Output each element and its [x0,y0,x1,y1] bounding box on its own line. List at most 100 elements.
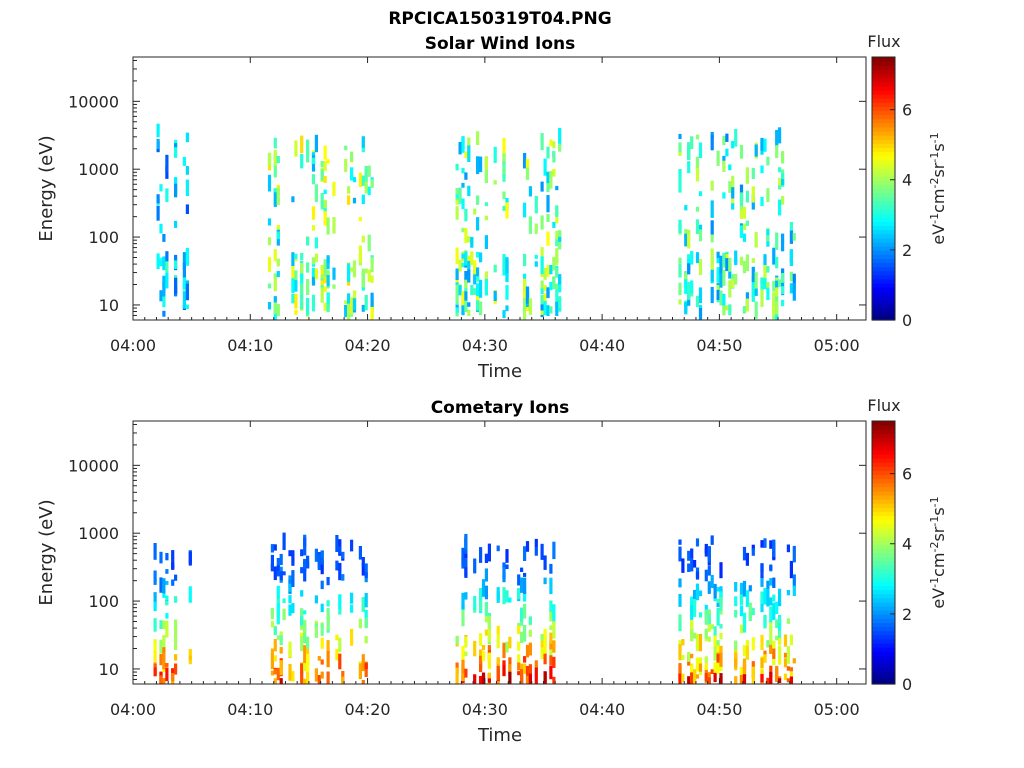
data-cell [291,278,295,294]
data-cell [326,640,330,654]
colorbar-step [872,114,895,120]
colorbar-step [872,544,895,549]
colorbar-tick-label: 0 [902,675,912,694]
data-cell [484,235,488,249]
data-cell [311,174,316,185]
data-cell [505,202,509,219]
data-cell [338,562,342,581]
data-cell [461,262,465,268]
data-cell [300,632,304,639]
data-cell [165,580,169,585]
y-tick-label: 10000 [68,92,119,111]
data-cell [467,302,471,307]
data-cell [364,663,368,670]
colorbar-step [872,556,895,562]
colorbar-step [872,441,895,447]
data-cell [352,177,357,183]
data-cell [766,156,770,166]
data-cell [335,535,339,552]
data-cell [552,221,556,228]
data-cell [543,642,547,654]
data-cell [695,206,700,212]
data-cell [332,267,336,280]
data-cell [317,675,321,684]
data-cell [153,639,157,645]
data-cell [311,157,316,165]
data-cell [171,579,175,586]
data-cell [751,548,755,556]
data-cell [528,186,532,197]
colorbar-step [872,221,895,227]
colorbar-tick-label: 4 [902,171,912,190]
data-cell [162,620,166,630]
data-cell [528,616,532,625]
colorbar-step [872,303,895,309]
data-cell [267,152,272,167]
data-cell [695,583,700,601]
data-cell [549,655,553,666]
data-cell [455,247,459,265]
colorbar-step [872,523,895,529]
data-cell [344,305,348,318]
data-cell [479,676,483,684]
data-cell [742,612,747,626]
data-cell [361,136,365,148]
data-cell [543,651,547,665]
data-cell [306,653,310,672]
data-cell [320,193,324,210]
data-cell [792,658,796,664]
data-cell [165,613,169,619]
data-cell [520,607,524,622]
data-cell [467,260,471,268]
data-cell [276,565,280,576]
colorbar-step [872,287,895,292]
data-cell [725,305,729,311]
data-cell [367,186,371,196]
data-cell [496,545,500,552]
data-cell [684,303,688,312]
data-cell [763,614,767,629]
colorbar-step [872,445,895,451]
data-cell [698,633,703,652]
data-cell [766,677,770,684]
data-cell [358,172,362,187]
data-cell [159,260,163,267]
data-cell [763,138,767,152]
data-cell [153,650,157,662]
data-cell [476,156,480,175]
colorbar-step [872,180,895,185]
data-cell [317,555,321,570]
data-cell [731,175,735,192]
figure-title: RPCICA150319T04.PNG [388,9,611,29]
data-cell [792,233,796,241]
data-cell [678,263,682,278]
colorbar-step [872,254,895,259]
data-cell [678,663,682,680]
data-cell [789,634,793,646]
data-cell [687,550,691,561]
data-cell [751,637,755,651]
data-cell [303,678,307,684]
colorbar-step [872,122,895,128]
spectrogram [156,123,796,320]
data-cell [276,187,280,206]
data-cell [165,165,169,179]
data-cell [484,585,488,600]
data-cell [273,638,277,652]
data-cell [267,218,272,226]
data-cell [320,637,324,649]
data-cell [174,183,178,198]
data-cell [713,672,717,683]
data-cell [766,287,770,301]
data-cell [338,594,342,610]
colorbar-step [872,229,895,235]
data-cell [555,230,559,240]
colorbar-step [872,98,895,103]
data-cell [273,137,277,149]
data-cell [772,656,776,666]
colorbar-step [872,266,895,272]
data-cell [314,668,318,682]
data-cell [159,184,163,192]
data-cell [760,673,764,683]
data-cell [751,266,755,283]
